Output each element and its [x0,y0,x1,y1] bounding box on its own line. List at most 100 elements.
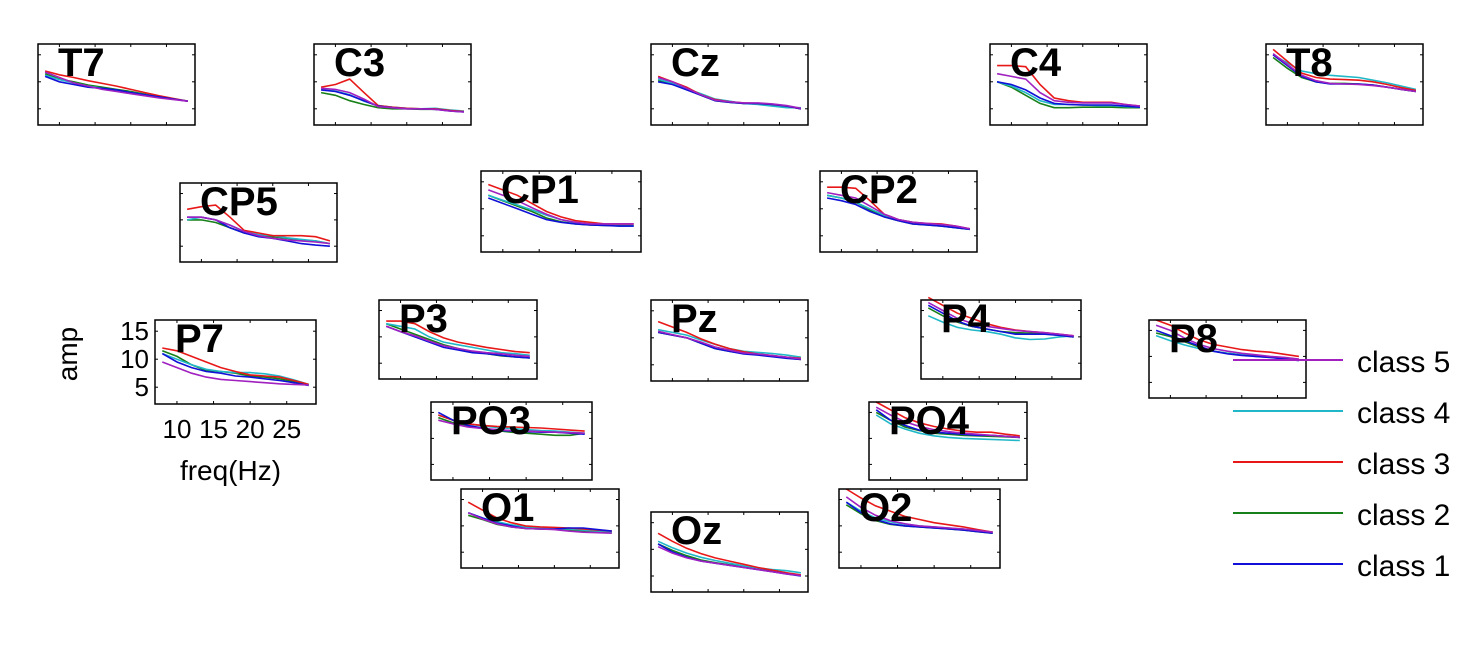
channel-label: PO3 [451,399,531,443]
series-line-po4-class3 [875,401,1020,437]
series-line-p8-class3 [1155,319,1300,358]
channel-panel-p8: P8 [1148,317,1307,399]
panel-frame [989,43,1148,126]
series-line-p7-class4 [162,352,309,386]
series-line-o1-class3 [467,501,612,532]
y-tick-label: 10 [120,344,149,374]
series-line-p3-class3 [386,320,530,354]
panel-frame [154,319,317,405]
channel-panel-o1: O1 [460,486,620,569]
series-line-oz-class4 [657,540,802,574]
series-line-pz-class5 [657,330,801,360]
channel-label: C4 [1010,41,1062,85]
series-line-po4-class4 [875,414,1020,442]
series-line-t8-class3 [1272,48,1417,92]
x-tick-label: 10 [162,414,191,444]
series-line-cp1-class1 [488,197,634,227]
series-line-o2-class1 [845,501,993,534]
series-line-c4-class2 [996,81,1140,109]
series-line-c4-class1 [996,81,1140,108]
panel-frame [819,170,978,253]
series-line-c3-class5 [321,87,464,113]
series-line-po3-class5 [438,419,585,434]
series-line-po4-class2 [875,411,1020,439]
legend-label: class 3 [1357,448,1450,481]
panel-frame [1265,43,1424,126]
channel-panel-pz: Pz [650,297,809,382]
series-line-p4-class1 [927,304,1074,338]
legend-label: class 2 [1357,499,1450,532]
series-line-p7-class3 [162,347,309,386]
series-line-p3-class4 [386,322,530,357]
legend-label: class 5 [1357,346,1450,379]
panel-frame [313,43,472,126]
series-line-p8-class5 [1155,324,1299,360]
channel-panel-o2: O2 [838,486,1001,569]
series-line-oz-class5 [657,545,801,577]
channel-panel-po3: PO3 [430,399,593,481]
channel-panel-po4: PO4 [868,399,1028,481]
panel-frame [920,299,1082,380]
channel-label: P7 [175,317,224,361]
series-line-o2-class5 [845,496,993,533]
channel-label: C3 [334,41,385,85]
channel-panel-t8: T8 [1265,41,1424,126]
series-line-p7-class1 [161,352,309,387]
series-line-po4-class5 [875,406,1020,439]
channel-label: T7 [58,41,105,85]
series-line-po3-class3 [438,414,585,432]
panel-frame [378,299,538,380]
channel-panel-c4: C4 [989,41,1148,126]
x-tick-label: 25 [272,414,301,444]
series-line-t7-class3 [44,70,189,102]
panel-frame [480,170,642,253]
legend-label: class 1 [1357,550,1450,583]
channel-label: O2 [859,486,912,530]
channel-label: CP2 [840,168,918,212]
series-line-o1-class4 [467,511,612,533]
panel-frame [430,401,593,481]
series-line-cp5-class5 [187,216,330,245]
series-line-cp2-class5 [826,191,971,230]
series-line-c4-class5 [996,72,1140,107]
panel-frame [868,401,1028,481]
series-line-t7-class1 [44,75,189,102]
channel-panel-cp1: CP1 [480,168,642,253]
y-tick-label: 15 [120,316,149,346]
series-line-oz-class3 [657,532,802,576]
legend-label: class 4 [1357,397,1450,430]
channel-panel-cp2: CP2 [819,168,978,253]
panel-frame [460,488,620,569]
series-line-cp5-class3 [186,204,331,242]
series-line-o2-class3 [845,488,993,533]
series-line-cp1-class5 [488,189,634,225]
series-line-p4-class5 [927,301,1074,337]
channel-label: T8 [1286,41,1333,85]
channel-label: Oz [671,509,722,553]
channel-label: P4 [941,297,991,341]
y-tick-label: 5 [135,372,149,402]
series-line-cz-class5 [657,76,802,110]
channel-label: O1 [481,486,534,530]
panel-frame [650,43,809,126]
panel-frame [37,43,196,126]
panel-frame [650,511,809,593]
channel-label: P8 [1169,317,1218,361]
series-line-p8-class1 [1155,329,1299,362]
series-line-po3-class2 [438,416,585,437]
series-line-cp2-class1 [826,197,970,231]
channel-panel-cz: Cz [650,41,809,126]
channel-panel-p4: P4 [920,296,1082,380]
channel-label: Pz [671,297,718,341]
legend: class 5 class 4 class 3 class 2 class 1 [1233,346,1450,583]
x-axis-label: freq(Hz) [180,455,281,486]
panel-frame [650,299,809,382]
channel-panel-t7: T7 [37,41,196,126]
panel-frame [179,182,338,263]
channel-panel-cp5: CP5 [179,180,338,263]
channel-label: CP1 [501,168,579,212]
channel-label: P3 [399,297,448,341]
